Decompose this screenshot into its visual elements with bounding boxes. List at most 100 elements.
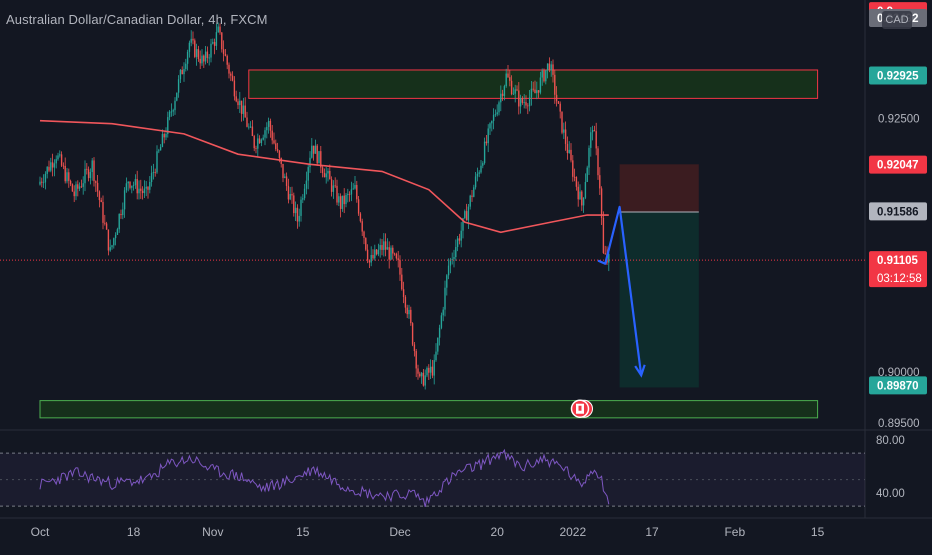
currency-badge[interactable]: CAD [882, 11, 912, 29]
candle-body [302, 198, 304, 200]
candle-body [57, 155, 59, 160]
price-label-badge: 0.91105 03:12:58 [869, 251, 927, 288]
candle-body [75, 184, 77, 197]
projection-arrow [597, 205, 643, 376]
candle-body [242, 105, 245, 114]
candle-body [447, 265, 450, 276]
candle-body [161, 134, 164, 147]
candle-body [433, 360, 435, 376]
candle-body [188, 42, 191, 52]
candle-body [467, 206, 470, 221]
candle-body [109, 247, 111, 251]
candle-body [298, 215, 300, 222]
candle-body [426, 367, 428, 376]
candle-body [368, 260, 371, 263]
candle-body [372, 255, 374, 259]
candle-body [462, 218, 464, 231]
candle-body [311, 145, 313, 158]
candle-body [397, 258, 399, 261]
candle-body [282, 163, 284, 178]
candle-body [437, 337, 439, 352]
candle-body [174, 100, 176, 111]
candle-body [123, 190, 126, 210]
projection-arrow-head [634, 364, 646, 378]
candle-body [179, 69, 182, 80]
candle-body [357, 199, 360, 214]
candle-body [224, 53, 227, 56]
support-zone [39, 400, 819, 419]
rsi-tick-label: 80.00 [876, 435, 905, 447]
candle-body [365, 237, 367, 250]
candle-body [552, 64, 554, 75]
candle-body [572, 160, 574, 177]
candle-body [293, 195, 295, 214]
candle-body [276, 149, 279, 151]
candle-body [78, 186, 81, 189]
time-tick-label: 2022 [559, 525, 586, 539]
candle-body [273, 140, 275, 144]
candle-body [69, 180, 72, 185]
price-tick-label: 0.89500 [878, 418, 920, 430]
candle-body [278, 150, 281, 159]
candle-body [170, 111, 173, 113]
flag-maple-leaf [578, 405, 582, 411]
time-tick-label: 20 [491, 525, 505, 539]
candle-body [262, 137, 264, 140]
candle-body [381, 245, 383, 250]
candle-body [320, 151, 322, 168]
candle-body [127, 181, 129, 184]
candle-body [208, 57, 210, 59]
candle-body [370, 255, 372, 263]
candle-body [345, 194, 347, 205]
candle-body [269, 120, 272, 131]
candle-body [197, 49, 200, 59]
candle-body [582, 197, 585, 206]
candle-body [352, 188, 354, 190]
time-tick-label: 17 [645, 525, 659, 539]
candle-body [392, 247, 394, 254]
candle-body [192, 38, 194, 41]
candle-body [530, 88, 533, 98]
candle-body [201, 55, 203, 64]
candle-body [100, 200, 102, 202]
time-tick-label: Nov [202, 525, 223, 539]
candle-body [514, 89, 516, 94]
candle-body [438, 327, 441, 338]
symbol-exchange: FXCM [223, 12, 268, 27]
candle-body [53, 163, 56, 168]
candle-body [114, 235, 117, 239]
price-label-text: 0.91105 [877, 255, 919, 267]
candle-body [534, 89, 536, 94]
candle-body [554, 74, 556, 95]
candle-body [190, 38, 192, 43]
candle-body [509, 77, 511, 81]
price-label-bg [869, 202, 927, 221]
candle-body [266, 126, 268, 131]
candle-body [415, 351, 417, 369]
candle-body [82, 183, 84, 187]
candle-body [176, 92, 178, 101]
candle-body [563, 129, 565, 133]
candle-body [215, 32, 218, 46]
symbol-title[interactable]: Australian Dollar/Canadian Dollar4hFXCM [6, 12, 268, 27]
candle-body [435, 351, 437, 361]
candle-body [231, 75, 234, 81]
candle-body [366, 249, 369, 261]
candle-body [449, 259, 452, 266]
candle-body [348, 193, 351, 195]
candle-body [185, 63, 187, 69]
candle-body [350, 189, 353, 195]
candle-body [557, 101, 560, 104]
candle-body [332, 185, 335, 192]
candle-body [521, 98, 524, 103]
candle-body [307, 167, 309, 181]
candle-body [420, 372, 423, 377]
candle-body [377, 249, 380, 255]
price-label-badge: 0.89870 [869, 376, 927, 395]
time-tick-label: 15 [296, 525, 310, 539]
candle-body [489, 123, 491, 129]
candle-body [181, 69, 183, 75]
candle-body [66, 172, 68, 182]
